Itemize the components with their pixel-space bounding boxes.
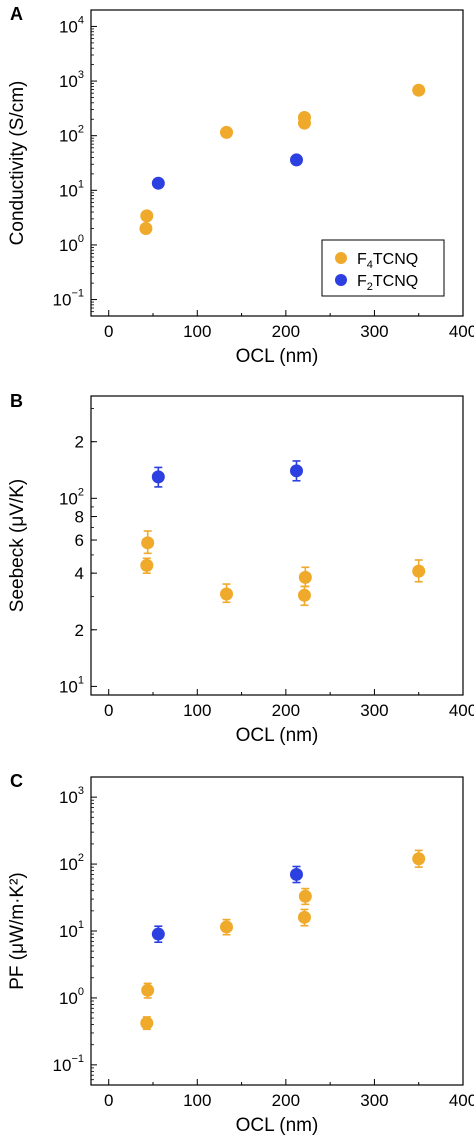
- data-point: [298, 570, 312, 584]
- x-tick-label: 200: [272, 1091, 300, 1110]
- x-axis-title: OCL (nm): [236, 1115, 319, 1136]
- plot-frame: [90, 9, 464, 317]
- y-tick-label: 10−1: [53, 1053, 84, 1075]
- y-tick-label: 102: [59, 852, 84, 874]
- panel-letter: A: [10, 4, 23, 24]
- plot-frame: [90, 776, 464, 1086]
- series-f4tcnq: [139, 83, 426, 235]
- y-tick-label: 100: [59, 986, 84, 1008]
- legend-marker: [335, 252, 347, 264]
- x-tick-label: 0: [104, 1091, 113, 1110]
- series-f2tcnq: [151, 865, 303, 944]
- y-tick-label: 103: [59, 69, 84, 91]
- data-point: [412, 852, 426, 866]
- data-point: [141, 983, 155, 997]
- panel-letter: C: [10, 771, 23, 791]
- y-tick-label: 102: [59, 124, 84, 146]
- y-tick-label: 101: [59, 178, 84, 200]
- y-tick-label: 101: [59, 919, 84, 941]
- data-point: [289, 464, 303, 478]
- series-f4tcnq: [140, 849, 426, 1031]
- x-tick-label: 400: [449, 322, 474, 341]
- x-tick-label: 0: [104, 701, 113, 720]
- data-point: [220, 920, 234, 934]
- panel-letter: B: [10, 391, 23, 411]
- x-tick-label: 200: [272, 701, 300, 720]
- data-point: [141, 536, 155, 550]
- legend-label: F2TCNQ: [357, 273, 418, 293]
- plot-frame: [90, 395, 464, 696]
- data-point: [298, 889, 312, 903]
- x-tick-label: 400: [449, 1091, 474, 1110]
- data-point: [297, 910, 311, 924]
- data-point: [297, 588, 311, 602]
- legend-marker: [335, 274, 347, 286]
- data-point: [151, 470, 165, 484]
- y-tick-label: 8: [75, 508, 84, 527]
- data-point: [412, 564, 426, 578]
- panel-c: C 0 100 200 300 400 10−1 100 101 102 103 OCL (nm) PF…: [7, 771, 474, 1136]
- x-tick-label: 300: [360, 322, 388, 341]
- x-tick-label: 300: [360, 1091, 388, 1110]
- series-f4tcnq: [140, 530, 426, 607]
- x-tick-label: 400: [449, 701, 474, 720]
- y-tick-label: 10−1: [53, 288, 84, 310]
- data-point: [297, 111, 311, 125]
- x-tick-label: 300: [360, 701, 388, 720]
- data-point: [151, 927, 165, 941]
- data-point: [140, 209, 154, 223]
- y-axis-title: Seebeck (μV/K): [7, 479, 28, 612]
- legend-label: F4TCNQ: [357, 251, 418, 271]
- data-point: [289, 153, 303, 167]
- y-tick-label: 4: [75, 564, 84, 583]
- series-f2tcnq: [151, 460, 303, 488]
- data-point: [139, 221, 153, 235]
- data-point: [220, 587, 234, 601]
- data-point: [220, 125, 234, 139]
- y-tick-label: 102: [59, 486, 84, 508]
- data-point: [412, 83, 426, 97]
- y-tick-label: 2: [75, 621, 84, 640]
- y-axis-title: Conductivity (S/cm): [7, 81, 28, 246]
- y-tick-label: 100: [59, 233, 84, 255]
- x-tick-label: 100: [183, 322, 211, 341]
- data-point: [289, 867, 303, 881]
- x-tick-label: 200: [272, 322, 300, 341]
- x-tick-label: 100: [183, 701, 211, 720]
- data-point: [151, 176, 165, 190]
- x-axis-title: OCL (nm): [236, 346, 319, 367]
- y-tick-label: 103: [59, 785, 84, 807]
- y-tick-label: 2: [75, 433, 84, 452]
- x-tick-label: 100: [183, 1091, 211, 1110]
- y-axis-title: PF (μW/m·K²): [7, 872, 28, 990]
- y-tick-label: 6: [75, 531, 84, 550]
- legend-box: [321, 239, 445, 297]
- x-axis-title: OCL (nm): [236, 725, 319, 746]
- y-tick-label: 101: [59, 674, 84, 696]
- x-tick-label: 0: [104, 322, 113, 341]
- data-point: [140, 1016, 154, 1030]
- data-point: [140, 558, 154, 572]
- panel-a: A 0 100 200 300 400 10−1 100 101 102 103 104 OCL (nm…: [7, 4, 474, 367]
- y-tick-label: 104: [59, 14, 84, 36]
- series-f2tcnq: [151, 153, 303, 190]
